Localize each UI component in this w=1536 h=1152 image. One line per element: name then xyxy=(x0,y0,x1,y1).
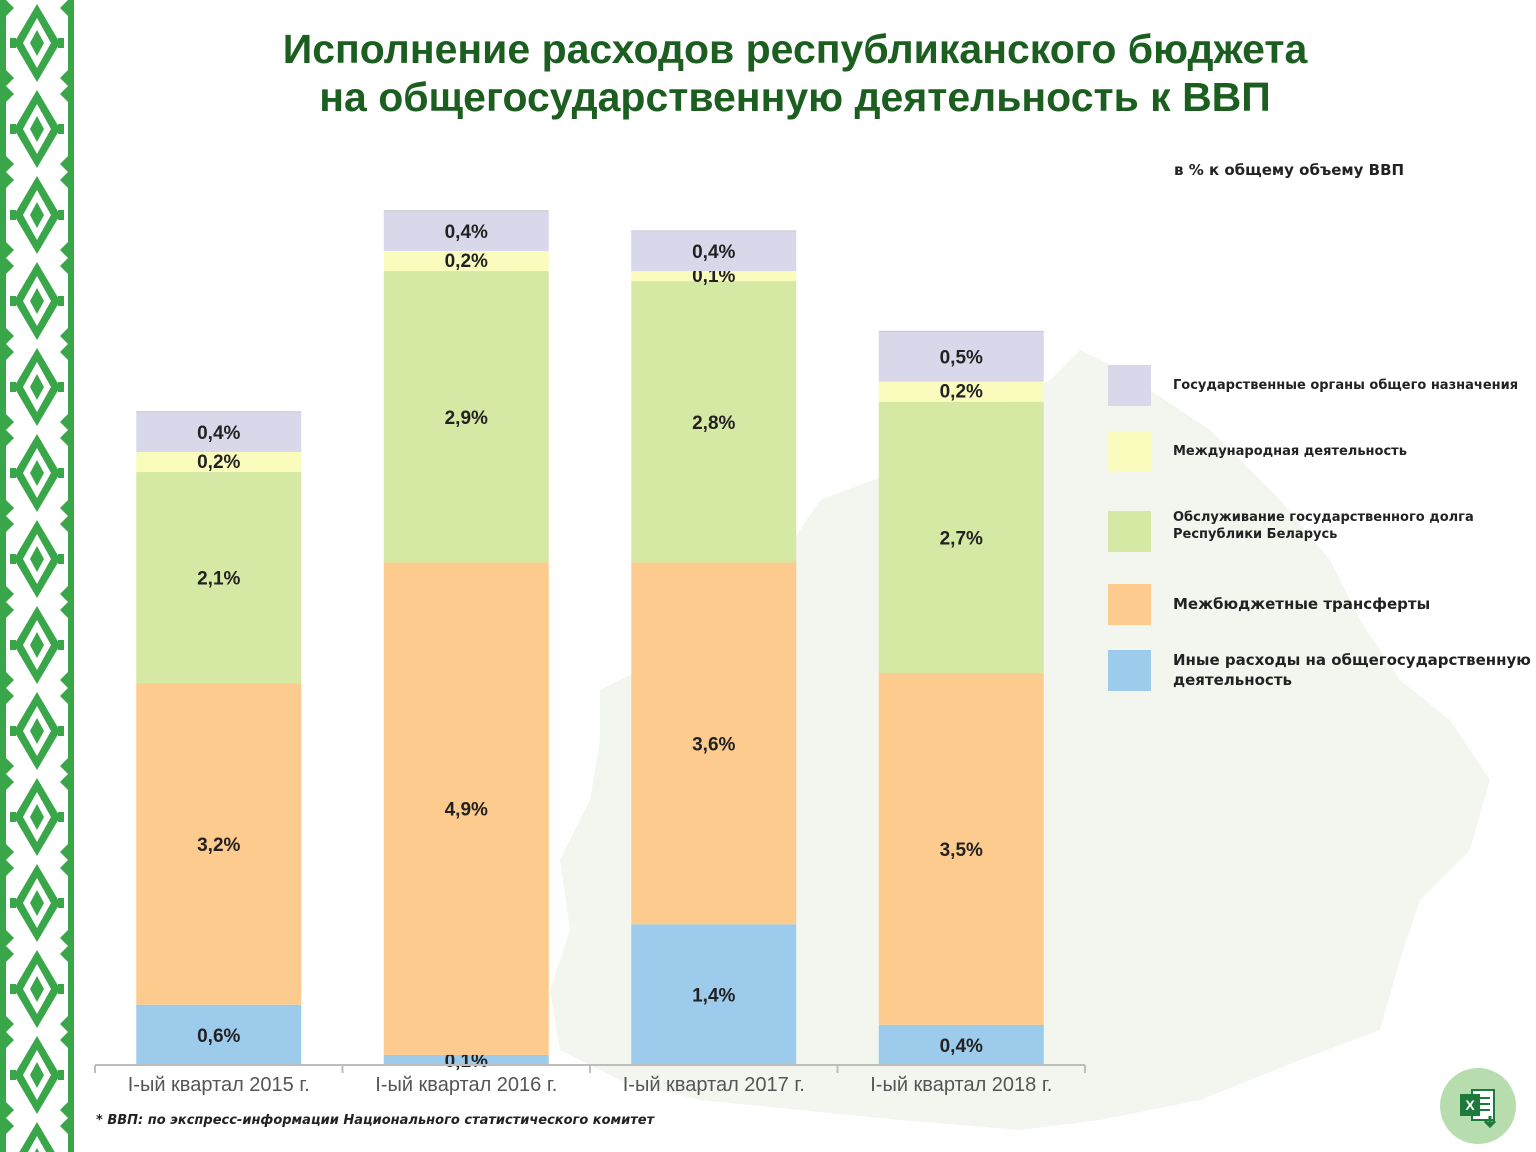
legend-item-debt-service: Обслуживание государственного долга Респ… xyxy=(1108,510,1533,553)
data-label: 2,8% xyxy=(692,413,735,434)
bar-segment xyxy=(878,381,1044,402)
bar-segment xyxy=(136,451,302,473)
bar-segment xyxy=(383,271,549,563)
data-label: 0,4% xyxy=(445,222,488,243)
data-label: 0,2% xyxy=(445,251,488,272)
data-label: 3,6% xyxy=(692,734,735,755)
legend-label: Иные расходы на общегосударственную деят… xyxy=(1173,651,1531,689)
bar-segment xyxy=(631,281,797,563)
x-tick-label: I-ый квартал 2016 г. xyxy=(375,1074,557,1096)
legend-item-international: Международная деятельность xyxy=(1108,431,1533,473)
legend-label: Государственные органы общего назначения xyxy=(1173,378,1519,393)
data-label: 0,1% xyxy=(445,1051,488,1072)
ornament-border xyxy=(0,0,74,1152)
data-label: 3,2% xyxy=(197,835,240,856)
data-label: 0,2% xyxy=(940,382,983,403)
data-label: 2,1% xyxy=(197,569,240,590)
legend-swatch xyxy=(1108,650,1151,691)
chart-title-line1: Исполнение расходов республиканского бюд… xyxy=(282,26,1308,72)
legend-swatch xyxy=(1108,584,1151,625)
legend-label: Обслуживание государственного долга Респ… xyxy=(1173,510,1474,542)
legend-item-transfers: Межбюджетные трансферты xyxy=(1108,584,1533,626)
data-label: 2,7% xyxy=(940,528,983,549)
unit-label: в % к общему объему ВВП xyxy=(1174,161,1405,179)
bar-segment xyxy=(383,562,549,1055)
data-label: 2,9% xyxy=(445,408,488,429)
bar-segment xyxy=(136,411,302,452)
data-label: 0,4% xyxy=(197,423,240,444)
data-label: 0,4% xyxy=(940,1036,983,1057)
x-tick-label: I-ый квартал 2015 г. xyxy=(128,1074,310,1096)
legend-swatch xyxy=(1108,511,1151,552)
bar-segment xyxy=(878,401,1044,674)
legend-item-gov-bodies: Государственные органы общего назначения xyxy=(1108,365,1533,407)
bar-segment xyxy=(383,1054,549,1065)
bar-segment xyxy=(136,472,302,684)
data-label: 3,5% xyxy=(940,840,983,861)
data-label: 0,5% xyxy=(940,347,983,368)
bar-segment xyxy=(631,271,797,282)
data-label: 1,4% xyxy=(692,986,735,1007)
x-tick-label: I-ый квартал 2017 г. xyxy=(623,1074,805,1096)
bar-segment xyxy=(383,210,549,251)
bar-segment xyxy=(383,250,549,272)
x-tick-label: I-ый квартал 2018 г. xyxy=(870,1074,1052,1096)
bar-segment xyxy=(631,924,797,1065)
data-label: 0,2% xyxy=(197,452,240,473)
excel-icon: X xyxy=(1460,1089,1497,1129)
data-label: 4,9% xyxy=(445,800,488,821)
bar-segment xyxy=(136,1004,302,1065)
chart-title-line2: на общегосударственную деятельность к ВВ… xyxy=(319,74,1271,120)
legend-swatch xyxy=(1108,365,1151,406)
bar-segment xyxy=(631,230,797,272)
bar-segment xyxy=(631,562,797,925)
bar-segment xyxy=(878,331,1044,382)
legend-label: Международная деятельность xyxy=(1173,444,1407,459)
excel-download-button[interactable]: X xyxy=(1440,1068,1516,1144)
legend-item-other: Иные расходы на общегосударственную деят… xyxy=(1108,650,1533,692)
bar-segment xyxy=(878,1024,1044,1065)
data-label: 0,1% xyxy=(692,266,735,287)
bar-segment xyxy=(878,673,1044,1025)
footnote: * ВВП: по экспресс-информации Национальн… xyxy=(96,1113,655,1128)
svg-text:X: X xyxy=(1465,1097,1475,1113)
legend-swatch xyxy=(1108,431,1151,472)
data-label: 0,4% xyxy=(692,242,735,263)
legend-label: Межбюджетные трансферты xyxy=(1173,595,1431,613)
data-label: 0,6% xyxy=(197,1026,240,1047)
bar-segment xyxy=(136,683,302,1005)
